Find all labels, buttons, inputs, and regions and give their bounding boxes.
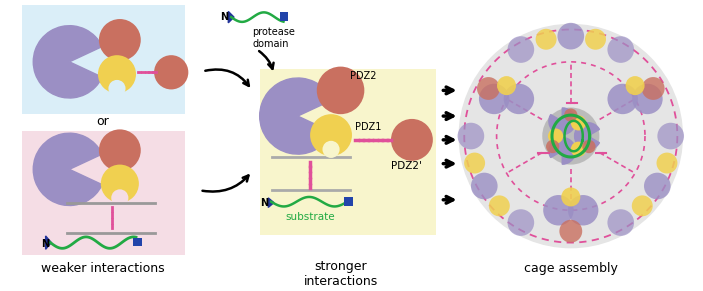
Circle shape — [458, 24, 683, 248]
Wedge shape — [574, 123, 600, 149]
Bar — [133, 238, 142, 246]
Circle shape — [471, 173, 498, 199]
Circle shape — [632, 195, 652, 216]
Polygon shape — [46, 236, 51, 249]
Circle shape — [489, 195, 510, 216]
Circle shape — [657, 123, 684, 149]
Circle shape — [154, 55, 188, 89]
Circle shape — [99, 129, 141, 171]
Circle shape — [642, 77, 664, 100]
Circle shape — [99, 19, 141, 61]
Text: substrate: substrate — [285, 212, 335, 222]
Bar — [344, 197, 353, 205]
Circle shape — [607, 84, 638, 114]
Circle shape — [323, 141, 340, 158]
Circle shape — [458, 123, 484, 149]
Bar — [259, 68, 436, 235]
Wedge shape — [549, 108, 576, 134]
Text: PDZ2: PDZ2 — [350, 71, 377, 81]
Bar — [280, 13, 288, 21]
Circle shape — [108, 80, 126, 97]
Circle shape — [564, 109, 577, 122]
Circle shape — [111, 189, 129, 206]
Circle shape — [561, 187, 580, 206]
Text: or: or — [96, 115, 109, 128]
Text: weaker interactions: weaker interactions — [41, 262, 165, 275]
Bar — [22, 131, 186, 255]
Circle shape — [536, 29, 557, 50]
Circle shape — [557, 23, 584, 49]
Circle shape — [508, 209, 534, 236]
Polygon shape — [269, 198, 274, 207]
Text: stronger
interactions: stronger interactions — [304, 260, 378, 288]
Wedge shape — [549, 138, 576, 164]
Circle shape — [585, 29, 606, 50]
Wedge shape — [33, 26, 102, 98]
Circle shape — [98, 55, 136, 93]
Polygon shape — [228, 11, 234, 23]
Circle shape — [626, 76, 645, 95]
Text: N: N — [220, 12, 228, 22]
Circle shape — [571, 115, 586, 130]
Circle shape — [607, 209, 634, 236]
Circle shape — [548, 128, 563, 144]
Circle shape — [607, 36, 634, 63]
Circle shape — [508, 36, 534, 63]
Text: protease
domain: protease domain — [252, 27, 295, 49]
Circle shape — [391, 119, 433, 161]
Circle shape — [560, 220, 582, 243]
Text: N: N — [260, 198, 269, 208]
Circle shape — [101, 165, 139, 203]
Circle shape — [310, 114, 352, 156]
Bar — [22, 5, 186, 114]
Wedge shape — [33, 133, 102, 205]
Circle shape — [582, 140, 595, 153]
Circle shape — [477, 77, 500, 100]
Circle shape — [543, 195, 574, 226]
Circle shape — [464, 152, 485, 173]
Text: cage assembly: cage assembly — [524, 262, 618, 275]
Circle shape — [657, 152, 678, 173]
Wedge shape — [259, 78, 333, 154]
Circle shape — [542, 107, 600, 165]
Circle shape — [568, 195, 598, 226]
Circle shape — [644, 173, 671, 199]
Circle shape — [571, 142, 586, 157]
Circle shape — [479, 84, 510, 114]
Circle shape — [497, 76, 516, 95]
Text: PDZ2': PDZ2' — [391, 162, 422, 171]
Text: N: N — [41, 239, 50, 249]
Circle shape — [317, 67, 364, 114]
Text: PDZ1: PDZ1 — [355, 122, 381, 132]
Circle shape — [632, 84, 663, 114]
Circle shape — [546, 140, 560, 153]
Circle shape — [503, 84, 534, 114]
